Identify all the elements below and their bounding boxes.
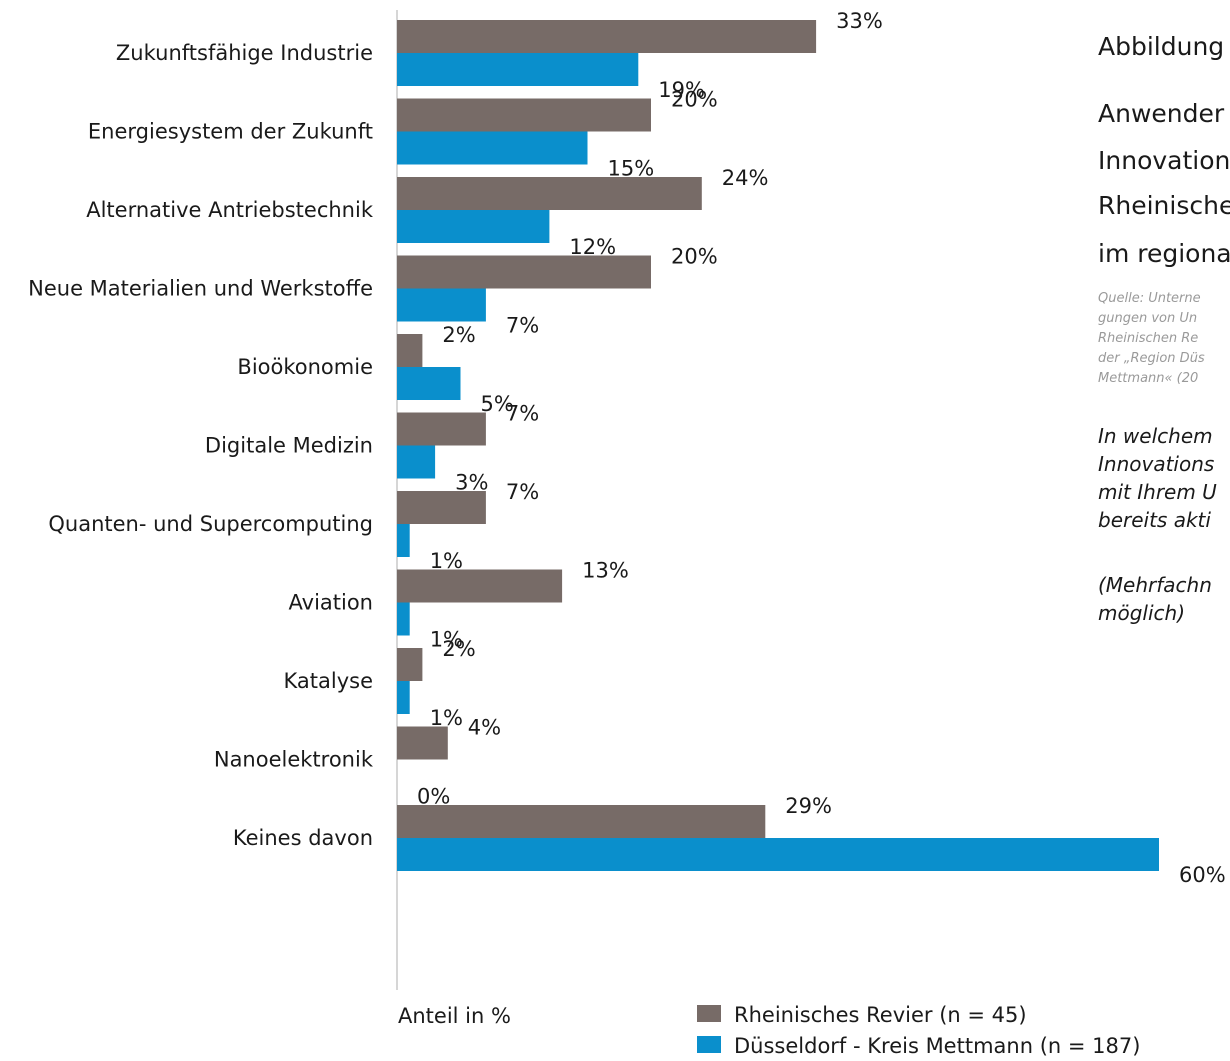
bar-energiesystem-der-zukunft-series-2	[397, 131, 588, 165]
bar-digitale-medizin-series-2	[397, 445, 436, 479]
x-axis-title: Anteil in %	[398, 1004, 511, 1028]
value-label-neue-materialien-und-werkstoffe-series-2: 7%	[506, 314, 539, 338]
bar-quanten-und-supercomputing-series-2	[397, 524, 410, 557]
bar-quanten-und-supercomputing-series-1	[397, 491, 486, 524]
category-label-quanten-und-supercomputing: Quanten- und Supercomputing	[48, 512, 373, 536]
bar-aviation-series-2	[397, 602, 410, 636]
category-label-katalyse: Katalyse	[284, 669, 374, 693]
side-note-line-1: (Mehrfachn	[1098, 573, 1212, 597]
side-source-line-2: gungen von Un	[1098, 311, 1197, 326]
value-label-keines-davon-series-2: 60%	[1179, 863, 1226, 887]
value-label-biooekonomie-series-2: 5%	[481, 392, 514, 416]
category-label-biooekonomie: Bioökonomie	[237, 355, 373, 379]
bar-keines-davon-series-1	[397, 805, 766, 838]
value-label-quanten-und-supercomputing-series-1: 7%	[506, 480, 539, 504]
value-label-digitale-medizin-series-1: 7%	[506, 402, 539, 426]
value-label-nanoelektronik-series-2: 0%	[417, 785, 450, 809]
side-question-line-2: Innovations	[1098, 452, 1214, 476]
side-panel: Abbildung Anwender Innovation Rheinische…	[1098, 32, 1230, 625]
bar-biooekonomie-series-2	[397, 367, 461, 400]
side-source-line-1: Quelle: Unterne	[1098, 291, 1201, 306]
side-source-line-5: Mettmann« (20	[1098, 371, 1198, 386]
value-label-biooekonomie-series-1: 2%	[442, 323, 475, 347]
bar-zukunftsfaehige-industrie-series-1	[397, 20, 817, 53]
side-title-line-1: Abbildung	[1098, 32, 1224, 61]
bar-energiesystem-der-zukunft-series-1	[397, 98, 651, 132]
value-label-alternative-antriebstechnik-series-2: 12%	[569, 235, 616, 259]
side-question-line-1: In welchem	[1098, 424, 1213, 448]
bar-alternative-antriebstechnik-series-1	[397, 177, 702, 210]
value-label-aviation-series-1: 13%	[582, 559, 629, 583]
bar-katalyse-series-2	[397, 681, 410, 714]
bar-digitale-medizin-series-1	[397, 412, 486, 446]
side-title-line-3: Innovation	[1098, 146, 1230, 175]
value-label-digitale-medizin-series-2: 3%	[455, 471, 488, 495]
value-label-keines-davon-series-1: 29%	[785, 794, 832, 818]
bar-zukunftsfaehige-industrie-series-2	[397, 53, 639, 86]
side-title-line-5: im regiona	[1098, 239, 1230, 268]
side-title-line-2: Anwender	[1098, 99, 1225, 128]
legend: Rheinisches Revier (n = 45) Düsseldorf -…	[697, 1003, 1140, 1058]
value-label-quanten-und-supercomputing-series-2: 1%	[430, 549, 463, 573]
legend-label-duesseldorf-mettmann: Düsseldorf - Kreis Mettmann (n = 187)	[734, 1034, 1140, 1058]
category-label-nanoelektronik: Nanoelektronik	[214, 748, 374, 772]
bar-neue-materialien-und-werkstoffe-series-1	[397, 255, 651, 289]
value-label-katalyse-series-1: 2%	[442, 637, 475, 661]
legend-label-rheinisches-revier: Rheinisches Revier (n = 45)	[734, 1003, 1027, 1027]
category-label-zukunftsfaehige-industrie: Zukunftsfähige Industrie	[116, 41, 373, 65]
side-note-line-2: möglich)	[1098, 601, 1185, 625]
value-labels: 33%19%20%15% 24%12% 20%7%2%5%7%3% 7%1% 13%1%…	[417, 9, 1226, 887]
value-label-nanoelektronik-series-1: 4%	[468, 716, 501, 740]
category-label-aviation: Aviation	[289, 591, 374, 615]
side-source-line-3: Rheinischen Re	[1098, 331, 1198, 346]
bar-marks	[397, 20, 1159, 871]
side-question-line-3: mit Ihrem U	[1098, 480, 1217, 504]
side-question-line-4: bereits akti	[1098, 508, 1211, 532]
value-label-zukunftsfaehige-industrie-series-1: 33%	[836, 9, 883, 33]
category-label-neue-materialien-und-werkstoffe: Neue Materialien und Werkstoffe	[28, 277, 373, 301]
bar-neue-materialien-und-werkstoffe-series-2	[397, 288, 486, 322]
value-label-energiesystem-der-zukunft-series-2: 15%	[608, 157, 655, 181]
value-label-neue-materialien-und-werkstoffe-series-1: 20%	[671, 245, 718, 269]
value-label-alternative-antriebstechnik-series-1: 24%	[722, 166, 769, 190]
category-label-digitale-medizin: Digitale Medizin	[205, 434, 373, 458]
value-label-aviation-series-2: 1%	[430, 628, 463, 652]
bar-keines-davon-series-2	[397, 838, 1159, 871]
category-label-keines-davon: Keines davon	[233, 826, 373, 850]
bar-katalyse-series-1	[397, 648, 423, 681]
category-label-alternative-antriebstechnik: Alternative Antriebstechnik	[86, 198, 374, 222]
bar-aviation-series-1	[397, 569, 563, 603]
bar-nanoelektronik-series-1	[397, 726, 448, 760]
legend-swatch-duesseldorf-mettmann	[697, 1036, 721, 1053]
value-label-katalyse-series-2: 1%	[430, 706, 463, 730]
side-source-line-4: der „Region Düs	[1098, 351, 1205, 366]
bar-biooekonomie-series-1	[397, 334, 423, 367]
legend-swatch-rheinisches-revier	[697, 1005, 721, 1022]
value-label-zukunftsfaehige-industrie-series-2: 19%	[658, 78, 705, 102]
value-label-energiesystem-der-zukunft-series-1: 20%	[671, 88, 718, 112]
bar-alternative-antriebstechnik-series-2	[397, 210, 550, 243]
category-labels: Zukunftsfähige Industrie Energiesystem de…	[28, 41, 374, 850]
category-label-energiesystem-der-zukunft: Energiesystem der Zukunft	[88, 120, 373, 144]
side-title-line-4: Rheinische	[1098, 191, 1230, 220]
